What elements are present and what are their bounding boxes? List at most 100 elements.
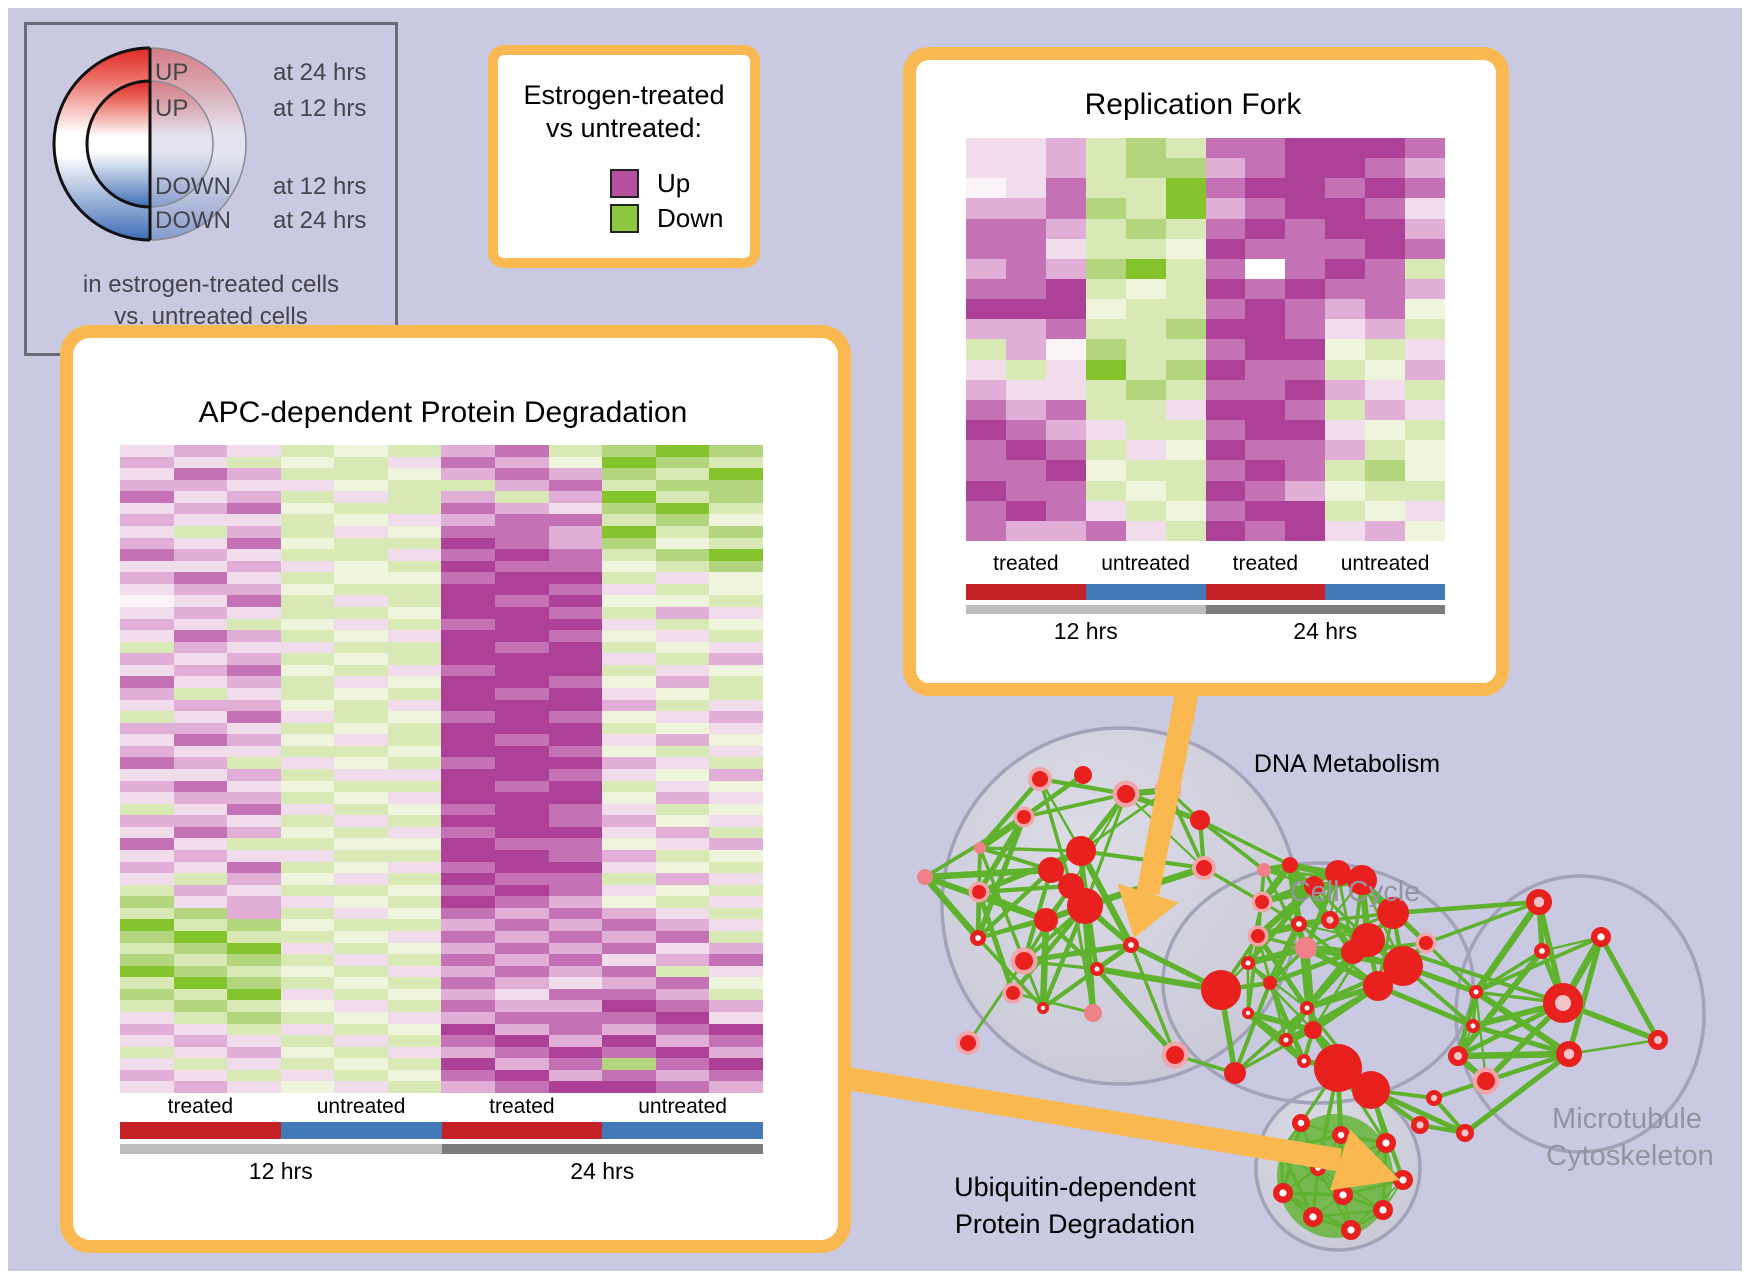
heatmap-cell [1405,399,1445,421]
heatmap-cell [602,757,656,769]
heatmap-cell [173,641,228,654]
heatmap-cell [1285,258,1326,280]
heatmap-cell [495,711,549,723]
heatmap-cell [280,792,335,804]
heatmap-cell [227,884,281,897]
heatmap-cell [655,722,710,735]
heatmap-cell [602,618,656,631]
heatmap-cell [1245,520,1286,541]
heatmap-cell [602,549,656,561]
heatmap-cell [173,849,228,862]
heatmap-cell [548,873,603,885]
heatmap-cell [655,965,710,978]
gene-node [1375,1132,1396,1153]
annotation-arrow-head [1329,1129,1400,1191]
heatmap-cell [602,711,656,723]
heatmap-cell [120,618,174,631]
heatmap-cell [966,158,1006,179]
heatmap-cell [1325,218,1366,239]
heatmap-cell [227,606,281,619]
heatmap-cell [387,456,442,469]
heatmap-cell [495,768,549,781]
heatmap-cell [655,514,710,526]
heatmap-cell [334,687,388,700]
heatmap-cell [602,838,656,850]
heatmap-cell [495,445,549,457]
heatmap-cell [655,641,710,654]
interaction-edge [1037,776,1129,797]
heatmap-cell [602,687,656,700]
heatmap-cell [387,722,442,735]
gene-node [1017,810,1031,824]
heatmap-cell [655,954,710,966]
heatmap-cell [602,699,656,712]
heatmap-cell [173,1000,228,1012]
heatmap-cell [227,618,281,631]
heatmap-cell [655,849,710,862]
heatmap-cell [334,664,388,677]
heatmap-cell [334,653,388,665]
heatmap-cell [120,942,174,955]
heatmap-cell [1165,218,1206,239]
heatmap-cell [120,861,174,874]
heatmap-cell [655,711,710,723]
heatmap-cell [495,525,549,538]
heatmap-cell [602,826,656,839]
heatmap-cell [387,1046,442,1059]
heatmap-cell [1005,299,1046,320]
interaction-edge [1375,983,1476,1029]
heatmap-cell [548,583,603,596]
heatmap-cell [548,653,603,665]
heatmap-cell [602,745,656,758]
heatmap-cell [441,965,496,978]
heatmap-cell [1245,440,1286,461]
gene-node [1410,1115,1429,1134]
heatmap-cell [173,676,228,688]
heatmap-cell [120,1058,174,1070]
heatmap-cell [1245,460,1286,481]
heatmap-cell [120,826,174,839]
interaction-edge [1038,777,1073,888]
heatmap-cell [1285,520,1326,541]
heatmap-cell [709,930,763,943]
heatmap-cell [1005,359,1046,380]
heatmap-cell [280,537,335,550]
heatmap-cell [227,826,281,839]
heatmap-cell [173,954,228,966]
gene-node [1201,970,1241,1010]
heatmap-cell [709,502,763,515]
heatmap-cell [227,780,281,793]
heatmap-cell [120,641,174,654]
heatmap-cell [280,734,335,746]
interaction-edge [1424,941,1478,994]
heatmap-cell [387,757,442,769]
heatmap-cell [387,930,442,943]
heatmap-cell [441,907,496,920]
heatmap-cell [441,1023,496,1036]
heatmap-cell [495,780,549,793]
heatmap-cell [709,792,763,804]
heatmap-cell [387,826,442,839]
heatmap-cell [1165,500,1206,521]
heatmap-cell [548,977,603,989]
bar-24hrs-segment [441,1144,763,1154]
heatmap-cell [227,653,281,665]
heatmap-cell [280,780,335,793]
heatmap-cell [495,687,549,700]
heatmap-cell [495,942,549,955]
updown-legend-box: Estrogen-treated vs untreated: Up Down [488,45,760,268]
heatmap-cell [495,572,549,584]
heatmap-cell [709,861,763,874]
heatmap-cell [548,630,603,642]
interaction-edge [1259,870,1341,905]
heatmap-cell [655,919,710,931]
heatmap-cell [120,1081,174,1093]
gene-node [969,929,986,946]
ring-label-time-up12: at 12 hrs [273,95,367,122]
heatmap-cell [227,687,281,700]
heatmap-cell [548,907,603,920]
heatmap-cell [387,815,442,827]
heatmap-cell [280,479,335,492]
heatmap-cell [441,849,496,862]
heatmap-cell [334,838,388,850]
